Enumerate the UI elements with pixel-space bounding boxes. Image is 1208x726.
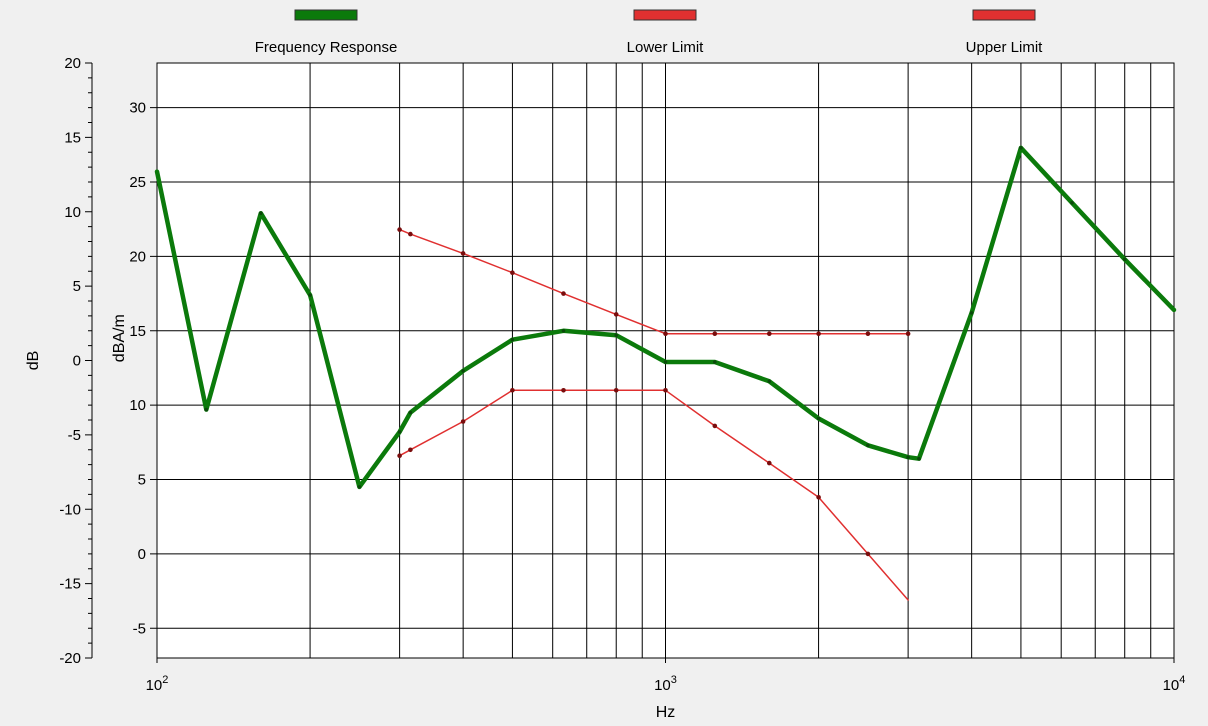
x-tick-label: 104 [1163, 674, 1186, 694]
data-point [614, 333, 618, 338]
series-upper-limit [397, 227, 911, 337]
right-y-axis: 30 25 20 15 10 5 0 -5 [129, 100, 157, 637]
data-point [767, 460, 772, 466]
data-point [767, 331, 772, 337]
left-y-axis: 20 15 10 5 0 -5 -10 -15 -20 [59, 55, 93, 667]
left-tick-label: -15 [59, 576, 81, 593]
legend-item: Upper Limit [966, 9, 1044, 56]
legend-swatch [972, 9, 1036, 21]
data-point [561, 388, 566, 393]
data-point [906, 455, 910, 460]
left-y-axis-title: dB [25, 351, 42, 371]
series-line [398, 389, 909, 601]
right-tick-label: 0 [138, 546, 146, 563]
left-tick-label: -10 [59, 501, 81, 518]
series-frequency-response [154, 145, 1177, 490]
data-point [460, 419, 466, 424]
data-point [713, 360, 717, 364]
right-y-axis-title: dBA/m [111, 314, 128, 362]
x-tick-label: 102 [146, 674, 169, 694]
data-point [408, 231, 413, 237]
data-point [865, 551, 871, 557]
data-point [767, 379, 772, 384]
data-point [204, 407, 209, 412]
data-point [905, 331, 911, 337]
data-point [408, 447, 413, 453]
left-tick-label: 5 [73, 278, 81, 295]
right-tick-label: 30 [129, 100, 146, 117]
data-point [613, 388, 619, 393]
data-point [308, 293, 312, 297]
legend-item: Lower Limit [627, 9, 705, 56]
data-point [816, 416, 821, 421]
legend: Frequency Response Lower Limit Upper Limit [255, 9, 1044, 56]
data-point [397, 430, 402, 434]
data-point [1122, 257, 1127, 262]
data-point [408, 410, 413, 415]
data-point [613, 312, 619, 317]
data-point [510, 388, 515, 393]
right-tick-label: -5 [133, 620, 146, 637]
left-tick-label: 0 [73, 353, 81, 370]
data-point [917, 456, 921, 461]
data-point [712, 423, 718, 429]
data-point [561, 329, 566, 333]
right-tick-label: 25 [129, 174, 146, 191]
data-point [663, 388, 668, 393]
x-tick-label: 103 [654, 674, 677, 694]
left-tick-label: 20 [64, 55, 81, 72]
legend-swatch [633, 9, 697, 21]
data-point [357, 485, 362, 489]
data-point [510, 337, 515, 342]
data-point [561, 291, 566, 296]
data-point [397, 453, 402, 459]
right-tick-label: 15 [129, 323, 146, 340]
data-point [663, 360, 668, 364]
data-point [1019, 146, 1023, 150]
legend-label: Lower Limit [627, 39, 705, 56]
right-tick-label: 5 [138, 472, 146, 489]
legend-label: Frequency Response [255, 39, 398, 56]
series-layer [154, 145, 1177, 601]
legend-item: Frequency Response [255, 9, 398, 56]
data-point [397, 227, 402, 232]
legend-swatch [294, 9, 358, 21]
data-point [865, 331, 871, 337]
right-tick-label: 20 [129, 248, 146, 265]
data-point [259, 211, 263, 215]
left-tick-label: -5 [68, 427, 81, 444]
left-tick-label: 15 [64, 129, 81, 146]
data-point [1070, 201, 1074, 205]
data-point [461, 369, 465, 373]
series-lower-limit [397, 388, 909, 601]
data-point [816, 331, 821, 337]
data-point [816, 495, 821, 500]
data-point [866, 443, 870, 448]
x-axis: 102 103 104 [146, 658, 1186, 694]
data-point [712, 331, 718, 337]
left-tick-label: -20 [59, 650, 81, 667]
left-tick-label: 10 [64, 204, 81, 221]
data-point [510, 270, 515, 276]
data-point [663, 331, 668, 337]
x-axis-title: Hz [656, 704, 676, 721]
grid [157, 63, 1174, 658]
legend-label: Upper Limit [966, 39, 1044, 56]
data-point [460, 251, 466, 256]
data-point [969, 311, 974, 315]
right-tick-label: 10 [129, 397, 146, 414]
series-line [398, 228, 909, 335]
